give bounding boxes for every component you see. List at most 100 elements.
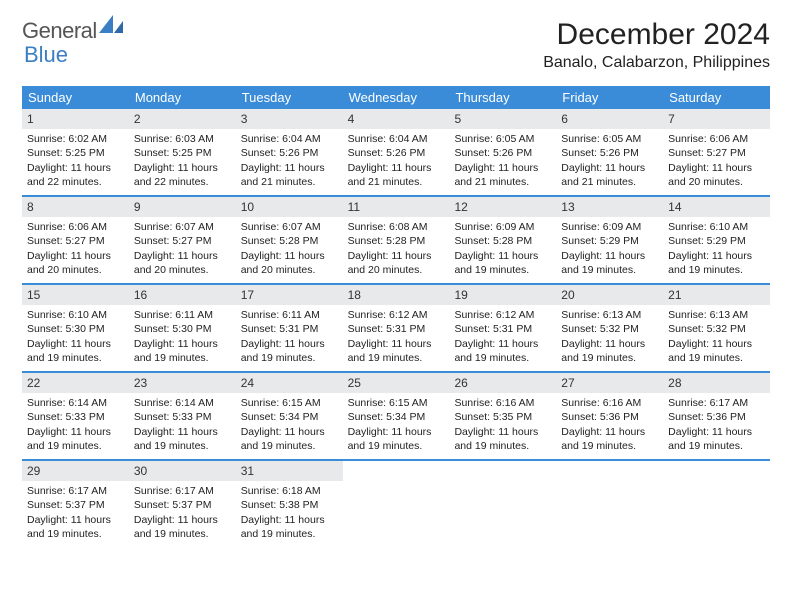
day-number: 8	[22, 197, 129, 217]
day-number: 4	[343, 109, 450, 129]
sunset-text: Sunset: 5:36 PM	[668, 410, 765, 424]
sunrise-text: Sunrise: 6:11 AM	[134, 308, 231, 322]
day-number: 17	[236, 285, 343, 305]
day-body: Sunrise: 6:17 AMSunset: 5:37 PMDaylight:…	[129, 481, 236, 547]
daylight-text: Daylight: 11 hours and 22 minutes.	[27, 161, 124, 189]
day-number: 20	[556, 285, 663, 305]
sunrise-text: Sunrise: 6:02 AM	[27, 132, 124, 146]
daylight-text: Daylight: 11 hours and 19 minutes.	[134, 425, 231, 453]
day-cell: 25Sunrise: 6:15 AMSunset: 5:34 PMDayligh…	[343, 373, 450, 459]
day-cell: 30Sunrise: 6:17 AMSunset: 5:37 PMDayligh…	[129, 461, 236, 547]
sunrise-text: Sunrise: 6:04 AM	[348, 132, 445, 146]
brand-word1: General	[22, 18, 97, 44]
daylight-text: Daylight: 11 hours and 19 minutes.	[668, 249, 765, 277]
sunrise-text: Sunrise: 6:18 AM	[241, 484, 338, 498]
sunrise-text: Sunrise: 6:09 AM	[454, 220, 551, 234]
sunset-text: Sunset: 5:31 PM	[454, 322, 551, 336]
day-body: Sunrise: 6:15 AMSunset: 5:34 PMDaylight:…	[236, 393, 343, 459]
day-number: 7	[663, 109, 770, 129]
day-body: Sunrise: 6:03 AMSunset: 5:25 PMDaylight:…	[129, 129, 236, 195]
sunset-text: Sunset: 5:33 PM	[134, 410, 231, 424]
sunset-text: Sunset: 5:37 PM	[134, 498, 231, 512]
day-cell: 9Sunrise: 6:07 AMSunset: 5:27 PMDaylight…	[129, 197, 236, 283]
day-body: Sunrise: 6:11 AMSunset: 5:30 PMDaylight:…	[129, 305, 236, 371]
day-cell: 3Sunrise: 6:04 AMSunset: 5:26 PMDaylight…	[236, 109, 343, 195]
day-cell	[663, 461, 770, 547]
sunset-text: Sunset: 5:32 PM	[561, 322, 658, 336]
sunrise-text: Sunrise: 6:14 AM	[134, 396, 231, 410]
day-body: Sunrise: 6:16 AMSunset: 5:36 PMDaylight:…	[556, 393, 663, 459]
sunrise-text: Sunrise: 6:16 AM	[454, 396, 551, 410]
day-number: 6	[556, 109, 663, 129]
day-cell: 19Sunrise: 6:12 AMSunset: 5:31 PMDayligh…	[449, 285, 556, 371]
day-body: Sunrise: 6:17 AMSunset: 5:37 PMDaylight:…	[22, 481, 129, 547]
daylight-text: Daylight: 11 hours and 21 minutes.	[561, 161, 658, 189]
day-number: 31	[236, 461, 343, 481]
day-of-week-header: SundayMondayTuesdayWednesdayThursdayFrid…	[22, 86, 770, 109]
dow-cell: Thursday	[449, 86, 556, 109]
sunrise-text: Sunrise: 6:15 AM	[348, 396, 445, 410]
day-cell: 16Sunrise: 6:11 AMSunset: 5:30 PMDayligh…	[129, 285, 236, 371]
day-body: Sunrise: 6:10 AMSunset: 5:29 PMDaylight:…	[663, 217, 770, 283]
day-number: 1	[22, 109, 129, 129]
daylight-text: Daylight: 11 hours and 19 minutes.	[27, 513, 124, 541]
day-body: Sunrise: 6:15 AMSunset: 5:34 PMDaylight:…	[343, 393, 450, 459]
day-cell: 20Sunrise: 6:13 AMSunset: 5:32 PMDayligh…	[556, 285, 663, 371]
sunset-text: Sunset: 5:28 PM	[454, 234, 551, 248]
day-number: 11	[343, 197, 450, 217]
sunrise-text: Sunrise: 6:05 AM	[561, 132, 658, 146]
sunset-text: Sunset: 5:31 PM	[348, 322, 445, 336]
day-number: 21	[663, 285, 770, 305]
week-row: 1 Sunrise: 6:02 AM Sunset: 5:25 PM Daylight…	[22, 109, 770, 197]
day-body: Sunrise: 6:18 AMSunset: 5:38 PMDaylight:…	[236, 481, 343, 547]
daylight-text: Daylight: 11 hours and 20 minutes.	[134, 249, 231, 277]
day-cell: 28Sunrise: 6:17 AMSunset: 5:36 PMDayligh…	[663, 373, 770, 459]
dow-cell: Saturday	[663, 86, 770, 109]
sunrise-text: Sunrise: 6:04 AM	[241, 132, 338, 146]
day-body: Sunrise: 6:07 AMSunset: 5:27 PMDaylight:…	[129, 217, 236, 283]
day-cell	[556, 461, 663, 547]
day-number: 5	[449, 109, 556, 129]
brand-word2: Blue	[24, 42, 68, 68]
sunrise-text: Sunrise: 6:13 AM	[561, 308, 658, 322]
daylight-text: Daylight: 11 hours and 19 minutes.	[241, 513, 338, 541]
sunrise-text: Sunrise: 6:07 AM	[241, 220, 338, 234]
daylight-text: Daylight: 11 hours and 19 minutes.	[561, 425, 658, 453]
brand-logo: General	[22, 18, 127, 44]
day-number: 27	[556, 373, 663, 393]
sunset-text: Sunset: 5:38 PM	[241, 498, 338, 512]
sunset-text: Sunset: 5:29 PM	[668, 234, 765, 248]
day-cell: 24Sunrise: 6:15 AMSunset: 5:34 PMDayligh…	[236, 373, 343, 459]
day-number: 30	[129, 461, 236, 481]
day-cell: 31Sunrise: 6:18 AMSunset: 5:38 PMDayligh…	[236, 461, 343, 547]
location-subtitle: Banalo, Calabarzon, Philippines	[22, 54, 770, 72]
day-cell: 15Sunrise: 6:10 AMSunset: 5:30 PMDayligh…	[22, 285, 129, 371]
day-body: Sunrise: 6:09 AMSunset: 5:28 PMDaylight:…	[449, 217, 556, 283]
day-number: 3	[236, 109, 343, 129]
sunrise-text: Sunrise: 6:17 AM	[134, 484, 231, 498]
day-body: Sunrise: 6:04 AMSunset: 5:26 PMDaylight:…	[236, 129, 343, 195]
sunset-text: Sunset: 5:26 PM	[561, 146, 658, 160]
sunset-text: Sunset: 5:33 PM	[27, 410, 124, 424]
sunrise-text: Sunrise: 6:12 AM	[454, 308, 551, 322]
sunrise-text: Sunrise: 6:13 AM	[668, 308, 765, 322]
day-number: 16	[129, 285, 236, 305]
day-cell: 4Sunrise: 6:04 AMSunset: 5:26 PMDaylight…	[343, 109, 450, 195]
page-title: December 2024	[557, 18, 770, 52]
day-body: Sunrise: 6:06 AMSunset: 5:27 PMDaylight:…	[22, 217, 129, 283]
sunrise-text: Sunrise: 6:17 AM	[668, 396, 765, 410]
day-cell: 13Sunrise: 6:09 AMSunset: 5:29 PMDayligh…	[556, 197, 663, 283]
day-number: 2	[129, 109, 236, 129]
day-number: 23	[129, 373, 236, 393]
day-cell: 22Sunrise: 6:14 AMSunset: 5:33 PMDayligh…	[22, 373, 129, 459]
dow-cell: Tuesday	[236, 86, 343, 109]
daylight-text: Daylight: 11 hours and 19 minutes.	[561, 249, 658, 277]
sunset-text: Sunset: 5:25 PM	[134, 146, 231, 160]
sunset-text: Sunset: 5:32 PM	[668, 322, 765, 336]
day-cell	[343, 461, 450, 547]
day-body: Sunrise: 6:16 AMSunset: 5:35 PMDaylight:…	[449, 393, 556, 459]
daylight-text: Daylight: 11 hours and 19 minutes.	[134, 337, 231, 365]
dow-cell: Sunday	[22, 86, 129, 109]
sunrise-text: Sunrise: 6:12 AM	[348, 308, 445, 322]
sunrise-text: Sunrise: 6:15 AM	[241, 396, 338, 410]
